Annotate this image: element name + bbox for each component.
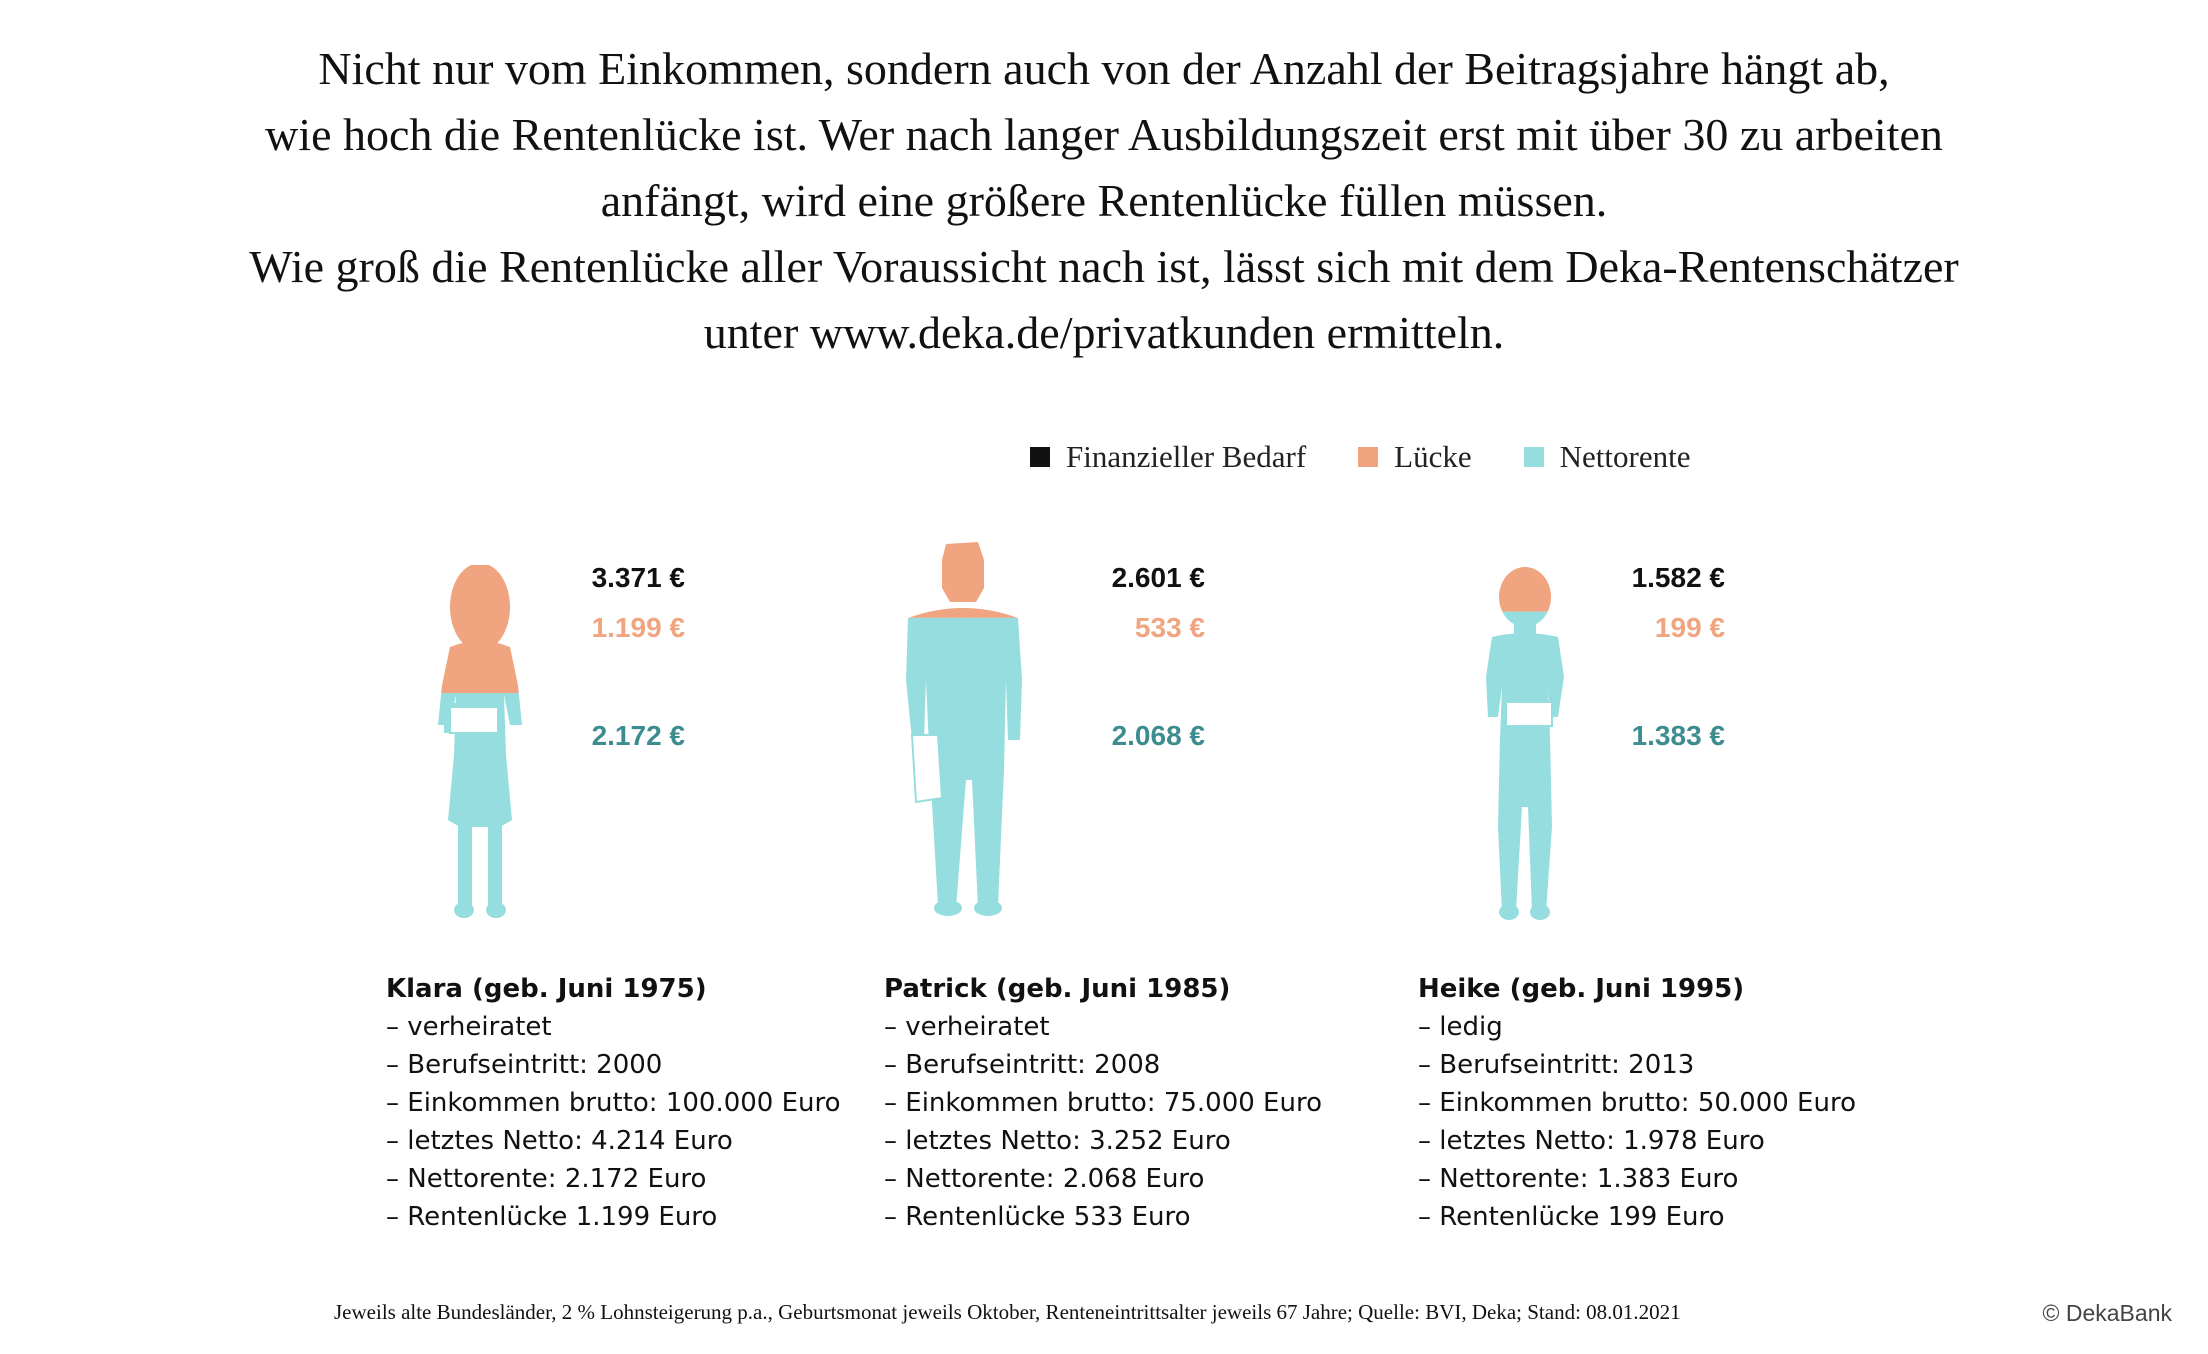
legend-label-luecke: Lücke — [1394, 439, 1472, 474]
intro-text: Nicht nur vom Einkommen, sondern auch vo… — [110, 36, 2098, 366]
footnote: Jeweils alte Bundesländer, 2 % Lohnsteig… — [334, 1300, 1681, 1324]
person-detail: – verheiratet — [386, 1012, 552, 1042]
person-detail: – Rentenlücke 533 Euro — [884, 1202, 1191, 1232]
klara-luecke-label: 1.199 € — [591, 612, 685, 643]
patrick-nettorente-label: 2.068 € — [1111, 720, 1205, 751]
figure-klara — [438, 565, 522, 918]
person-detail: – Nettorente: 2.172 Euro — [386, 1164, 707, 1194]
person-detail: – ledig — [1418, 1012, 1503, 1042]
intro-line: wie hoch die Rentenlücke ist. Wer nach l… — [265, 109, 1943, 160]
figure-heike-nettorente — [1486, 611, 1564, 920]
figure-patrick — [906, 542, 1022, 916]
person-name: Heike (geb. Juni 1995) — [1418, 974, 1745, 1004]
figure-patrick-folder — [910, 734, 944, 804]
legend-item-nettorente: Nettorente — [1523, 439, 1691, 475]
person-detail: – Berufseintritt: 2008 — [884, 1050, 1161, 1080]
person-detail: – letztes Netto: 1.978 Euro — [1418, 1126, 1765, 1156]
copyright: © DekaBank — [2042, 1300, 2172, 1326]
legend-item-luecke: Lücke — [1358, 439, 1472, 475]
person-detail: – letztes Netto: 3.252 Euro — [884, 1126, 1231, 1156]
figure-klara-paper — [449, 706, 499, 734]
intro-line: unter www.deka.de/privatkunden ermitteln… — [703, 307, 1505, 358]
klara-nettorente-label: 2.172 € — [591, 720, 685, 751]
chart-legend: Finanzieller Bedarf Lücke Nettorente — [1030, 432, 1742, 482]
figure-heike-paper — [1505, 701, 1553, 727]
legend-label-bedarf: Finanzieller Bedarf — [1066, 439, 1307, 474]
person-info-heike: Heike (geb. Juni 1995) – ledig – Berufse… — [1418, 970, 1856, 1236]
legend-item-bedarf: Finanzieller Bedarf — [1030, 439, 1306, 475]
person-detail: – Einkommen brutto: 75.000 Euro — [884, 1088, 1322, 1118]
intro-line: anfängt, wird eine größere Rentenlücke f… — [600, 175, 1608, 226]
klara-bedarf-label: 3.371 € — [591, 562, 685, 593]
patrick-luecke-label: 533 € — [1134, 612, 1205, 643]
person-detail: – Rentenlücke 199 Euro — [1418, 1202, 1725, 1232]
legend-swatch-luecke — [1358, 447, 1379, 467]
person-detail: – Berufseintritt: 2013 — [1418, 1050, 1695, 1080]
legend-swatch-bedarf — [1030, 447, 1050, 467]
person-detail: – letztes Netto: 4.214 Euro — [386, 1126, 733, 1156]
legend-swatch-nettorente — [1523, 447, 1544, 467]
person-info-klara: Klara (geb. Juni 1975) – verheiratet – B… — [386, 970, 841, 1236]
person-detail: – verheiratet — [884, 1012, 1050, 1042]
intro-line: Nicht nur vom Einkommen, sondern auch vo… — [318, 43, 1890, 94]
person-detail: – Berufseintritt: 2000 — [386, 1050, 663, 1080]
figure-patrick-luecke — [906, 542, 1022, 618]
intro-line: Wie groß die Rentenlücke aller Voraussic… — [249, 241, 1959, 292]
person-detail: – Einkommen brutto: 50.000 Euro — [1418, 1088, 1856, 1118]
heike-luecke-label: 199 € — [1654, 612, 1725, 643]
person-detail: – Nettorente: 2.068 Euro — [884, 1164, 1205, 1194]
person-detail: – Nettorente: 1.383 Euro — [1418, 1164, 1739, 1194]
person-detail: – Einkommen brutto: 100.000 Euro — [386, 1088, 841, 1118]
person-name: Patrick (geb. Juni 1985) — [884, 974, 1231, 1004]
heike-bedarf-label: 1.582 € — [1631, 562, 1725, 593]
heike-nettorente-label: 1.383 € — [1631, 720, 1725, 751]
legend-label-nettorente: Nettorente — [1559, 439, 1691, 474]
person-name: Klara (geb. Juni 1975) — [386, 974, 707, 1004]
person-info-patrick: Patrick (geb. Juni 1985) – verheiratet –… — [884, 970, 1322, 1236]
figure-heike — [1486, 567, 1564, 920]
patrick-bedarf-label: 2.601 € — [1111, 562, 1205, 593]
person-detail: – Rentenlücke 1.199 Euro — [386, 1202, 718, 1232]
